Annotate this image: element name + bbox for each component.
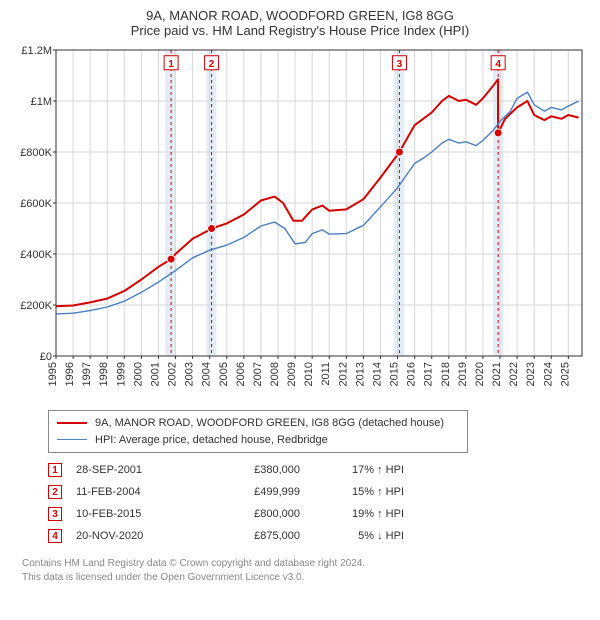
svg-text:1995: 1995 — [47, 362, 59, 386]
svg-text:£200K: £200K — [20, 300, 52, 312]
transaction-marker: 1 — [48, 463, 62, 477]
transaction-date: 10-FEB-2015 — [76, 508, 186, 520]
transaction-price: £499,999 — [200, 486, 300, 498]
svg-text:2020: 2020 — [474, 362, 486, 386]
svg-text:1999: 1999 — [115, 362, 127, 386]
svg-text:2012: 2012 — [337, 362, 349, 386]
svg-text:1997: 1997 — [81, 362, 93, 386]
svg-text:2025: 2025 — [559, 362, 571, 386]
transaction-marker: 3 — [48, 507, 62, 521]
chart-area: 1 2 3 4 £0 £200K £400K £600K £800K £1M £1.2M 1995 19… — [10, 44, 590, 404]
svg-text:2021: 2021 — [491, 362, 503, 386]
svg-text:2003: 2003 — [184, 362, 196, 386]
footer-line-2: This data is licensed under the Open Gov… — [22, 571, 590, 585]
legend-swatch — [57, 422, 87, 424]
legend-label: HPI: Average price, detached house, Redb… — [95, 432, 328, 449]
svg-text:4: 4 — [495, 59, 501, 70]
chart-title-2: Price paid vs. HM Land Registry's House … — [10, 23, 590, 38]
svg-text:2018: 2018 — [440, 362, 452, 386]
footer-attribution: Contains HM Land Registry data © Crown c… — [22, 557, 590, 584]
transaction-row: 2 11-FEB-2004 £499,999 15% ↑ HPI — [48, 481, 590, 503]
footer-line-1: Contains HM Land Registry data © Crown c… — [22, 557, 590, 571]
transaction-date: 20-NOV-2020 — [76, 530, 186, 542]
legend-row: HPI: Average price, detached house, Redb… — [57, 432, 459, 449]
svg-text:2005: 2005 — [218, 362, 230, 386]
transaction-marker: 4 — [48, 529, 62, 543]
svg-text:2: 2 — [209, 59, 215, 70]
transaction-price: £875,000 — [200, 530, 300, 542]
svg-text:2015: 2015 — [389, 362, 401, 386]
svg-text:3: 3 — [397, 59, 403, 70]
svg-text:2010: 2010 — [303, 362, 315, 386]
svg-text:2014: 2014 — [371, 362, 383, 386]
transaction-row: 1 28-SEP-2001 £380,000 17% ↑ HPI — [48, 459, 590, 481]
transaction-date: 11-FEB-2004 — [76, 486, 186, 498]
svg-text:2019: 2019 — [457, 362, 469, 386]
svg-text:£600K: £600K — [20, 198, 52, 210]
svg-text:1998: 1998 — [98, 362, 110, 386]
svg-text:2004: 2004 — [201, 362, 213, 386]
svg-text:£0: £0 — [40, 351, 52, 363]
svg-text:2007: 2007 — [252, 362, 264, 386]
transaction-date: 28-SEP-2001 — [76, 464, 186, 476]
transaction-row: 4 20-NOV-2020 £875,000 5% ↓ HPI — [48, 525, 590, 547]
transaction-price: £800,000 — [200, 508, 300, 520]
legend-row: 9A, MANOR ROAD, WOODFORD GREEN, IG8 8GG … — [57, 415, 459, 432]
svg-text:2013: 2013 — [354, 362, 366, 386]
svg-text:1: 1 — [168, 59, 174, 70]
svg-text:2016: 2016 — [406, 362, 418, 386]
legend: 9A, MANOR ROAD, WOODFORD GREEN, IG8 8GG … — [48, 410, 468, 453]
transaction-marker: 2 — [48, 485, 62, 499]
transaction-hpi: 5% ↓ HPI — [314, 530, 404, 542]
svg-text:£400K: £400K — [20, 249, 52, 261]
svg-text:2023: 2023 — [525, 362, 537, 386]
transactions-table: 1 28-SEP-2001 £380,000 17% ↑ HPI 2 11-FEB-200… — [48, 459, 590, 547]
svg-text:2009: 2009 — [286, 362, 298, 386]
svg-text:2022: 2022 — [508, 362, 520, 386]
svg-text:1996: 1996 — [64, 362, 76, 386]
svg-text:£1.2M: £1.2M — [21, 45, 52, 57]
chart-title-1: 9A, MANOR ROAD, WOODFORD GREEN, IG8 8GG — [10, 8, 590, 23]
svg-text:2006: 2006 — [235, 362, 247, 386]
svg-text:2017: 2017 — [423, 362, 435, 386]
transaction-price: £380,000 — [200, 464, 300, 476]
line-chart: 1 2 3 4 £0 £200K £400K £600K £800K £1M £1.2M 1995 19… — [10, 44, 590, 404]
svg-text:2002: 2002 — [167, 362, 179, 386]
legend-label: 9A, MANOR ROAD, WOODFORD GREEN, IG8 8GG … — [95, 415, 444, 432]
svg-text:2024: 2024 — [542, 362, 554, 386]
svg-text:£1M: £1M — [31, 96, 52, 108]
legend-swatch — [57, 439, 87, 440]
svg-text:2008: 2008 — [269, 362, 281, 386]
transaction-hpi: 19% ↑ HPI — [314, 508, 404, 520]
svg-text:2011: 2011 — [320, 362, 332, 386]
transaction-hpi: 17% ↑ HPI — [314, 464, 404, 476]
transaction-row: 3 10-FEB-2015 £800,000 19% ↑ HPI — [48, 503, 590, 525]
transaction-hpi: 15% ↑ HPI — [314, 486, 404, 498]
svg-text:2001: 2001 — [149, 362, 161, 386]
svg-text:£800K: £800K — [20, 147, 52, 159]
svg-text:2000: 2000 — [132, 362, 144, 386]
